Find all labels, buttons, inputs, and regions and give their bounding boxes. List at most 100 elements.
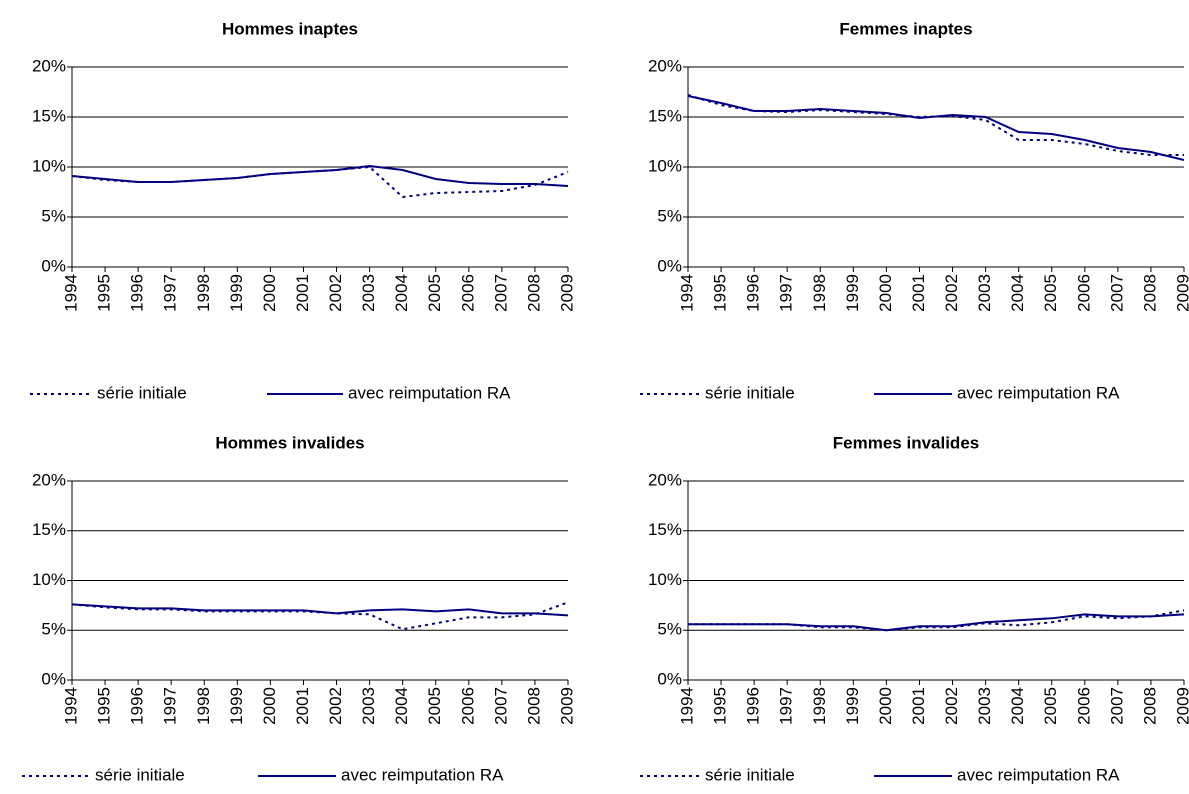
- x-tick-label: 1999: [227, 687, 246, 725]
- legend-label: avec reimputation RA: [957, 765, 1120, 784]
- x-tick-label: 2005: [1041, 274, 1060, 312]
- y-tick-label: 15%: [648, 520, 682, 539]
- y-tick-label: 10%: [648, 570, 682, 589]
- legend-label: série initiale: [95, 765, 185, 784]
- x-tick-label: 2005: [425, 274, 444, 312]
- x-tick-label: 1995: [711, 687, 730, 725]
- y-tick-label: 10%: [32, 570, 66, 589]
- x-tick-label: 1994: [677, 274, 696, 312]
- x-tick-label: 2004: [1008, 687, 1027, 725]
- y-tick-label: 10%: [648, 156, 682, 175]
- x-tick-label: 1996: [128, 274, 147, 312]
- x-tick-label: 2007: [491, 274, 510, 312]
- x-tick-label: 1998: [810, 274, 829, 312]
- legend-label: avec reimputation RA: [348, 383, 511, 402]
- x-tick-label: 2004: [392, 687, 411, 725]
- x-tick-label: 1997: [161, 687, 180, 725]
- x-tick-label: 2000: [876, 687, 895, 725]
- x-tick-label: 1998: [194, 274, 213, 312]
- x-tick-label: 2001: [293, 274, 312, 312]
- x-tick-label: 2006: [1074, 687, 1093, 725]
- x-tick-label: 2006: [458, 274, 477, 312]
- y-tick-label: 0%: [41, 256, 66, 275]
- x-tick-label: 2005: [425, 687, 444, 725]
- x-tick-label: 1995: [95, 274, 114, 312]
- x-tick-label: 1994: [61, 274, 80, 312]
- x-tick-label: 2009: [1173, 274, 1189, 312]
- y-tick-label: 5%: [41, 620, 66, 639]
- x-tick-label: 1999: [227, 274, 246, 312]
- x-tick-label: 2000: [260, 687, 279, 725]
- legend-label: avec reimputation RA: [341, 765, 504, 784]
- x-tick-label: 2000: [876, 274, 895, 312]
- x-tick-label: 2006: [1074, 274, 1093, 312]
- x-tick-label: 2007: [491, 687, 510, 725]
- x-tick-label: 1999: [843, 687, 862, 725]
- x-tick-label: 2003: [975, 687, 994, 725]
- series-line: [71, 601, 569, 631]
- x-tick-label: 2009: [557, 687, 576, 725]
- x-tick-label: 2002: [326, 274, 345, 312]
- x-tick-label: 1994: [677, 687, 696, 725]
- x-tick-label: 2006: [458, 687, 477, 725]
- x-tick-label: 2002: [326, 687, 345, 725]
- x-tick-label: 2004: [392, 274, 411, 312]
- legend-label: série initiale: [705, 765, 795, 784]
- y-tick-label: 0%: [657, 256, 682, 275]
- x-tick-label: 2003: [359, 274, 378, 312]
- x-tick-label: 2007: [1107, 274, 1126, 312]
- x-tick-label: 2001: [293, 687, 312, 725]
- x-tick-label: 2008: [524, 274, 543, 312]
- x-tick-label: 1999: [843, 274, 862, 312]
- x-tick-label: 1994: [61, 687, 80, 725]
- x-tick-label: 1997: [777, 274, 796, 312]
- x-tick-label: 1998: [810, 687, 829, 725]
- x-tick-label: 2001: [909, 274, 928, 312]
- x-tick-label: 2009: [1173, 687, 1189, 725]
- chart-title: Femmes inaptes: [839, 19, 972, 38]
- series-line: [688, 609, 1185, 632]
- legend-label: avec reimputation RA: [957, 383, 1120, 402]
- x-tick-label: 2008: [1140, 687, 1159, 725]
- legend-label: série initiale: [97, 383, 187, 402]
- x-tick-label: 2003: [975, 274, 994, 312]
- x-tick-label: 1996: [744, 274, 763, 312]
- y-tick-label: 15%: [32, 520, 66, 539]
- chart-title: Hommes inaptes: [222, 19, 358, 38]
- series-line: [71, 164, 569, 187]
- y-tick-label: 10%: [32, 156, 66, 175]
- y-tick-label: 20%: [648, 470, 682, 489]
- x-tick-label: 1995: [711, 274, 730, 312]
- series-line: [688, 613, 1185, 632]
- legend-label: série initiale: [705, 383, 795, 402]
- y-tick-label: 20%: [648, 56, 682, 75]
- x-tick-label: 1997: [777, 687, 796, 725]
- x-tick-label: 1995: [95, 687, 114, 725]
- x-tick-label: 1997: [161, 274, 180, 312]
- x-tick-label: 2008: [524, 687, 543, 725]
- series-line: [71, 603, 569, 617]
- y-tick-label: 15%: [648, 106, 682, 125]
- y-tick-label: 0%: [657, 669, 682, 688]
- y-tick-label: 0%: [41, 669, 66, 688]
- y-tick-label: 20%: [32, 470, 66, 489]
- y-tick-label: 5%: [657, 206, 682, 225]
- x-tick-label: 2003: [359, 687, 378, 725]
- x-tick-label: 1998: [194, 687, 213, 725]
- chart-title: Hommes invalides: [215, 433, 364, 452]
- x-tick-label: 2009: [557, 274, 576, 312]
- y-tick-label: 5%: [657, 620, 682, 639]
- x-tick-label: 2002: [942, 274, 961, 312]
- y-tick-label: 15%: [32, 106, 66, 125]
- x-tick-label: 1996: [744, 687, 763, 725]
- chart-title: Femmes invalides: [833, 433, 979, 452]
- x-tick-label: 2002: [942, 687, 961, 725]
- y-tick-label: 20%: [32, 56, 66, 75]
- series-line: [687, 95, 1185, 161]
- x-tick-label: 2005: [1041, 687, 1060, 725]
- x-tick-label: 2008: [1140, 274, 1159, 312]
- y-tick-label: 5%: [41, 206, 66, 225]
- x-tick-label: 2004: [1008, 274, 1027, 312]
- x-tick-label: 2000: [260, 274, 279, 312]
